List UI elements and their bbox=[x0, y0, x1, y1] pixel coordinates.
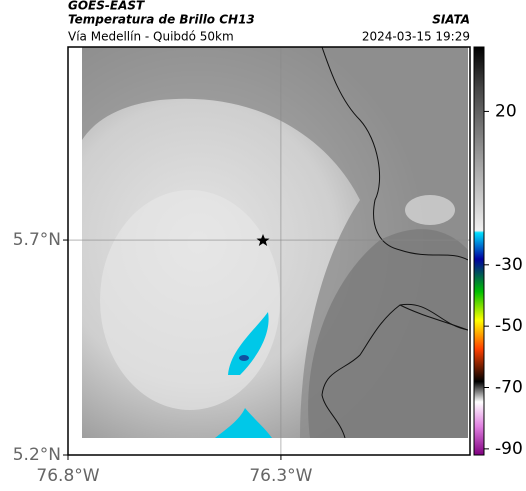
source: SIATA bbox=[432, 13, 470, 27]
subtitle: Temperatura de Brillo CH13 bbox=[68, 13, 255, 27]
y-tick-label: 5.7°N bbox=[13, 230, 61, 250]
colorbar-label: -30 bbox=[495, 255, 523, 275]
title: GOES-EAST bbox=[68, 0, 145, 13]
location-marker bbox=[256, 234, 270, 246]
x-tick-label: 76.8°W bbox=[36, 466, 99, 486]
y-tick-label: 5.2°N bbox=[13, 445, 61, 465]
satellite-image bbox=[82, 47, 468, 438]
colorbar bbox=[473, 46, 485, 456]
colorbar-label: -90 bbox=[495, 439, 523, 459]
colorbar-label: -50 bbox=[495, 316, 523, 336]
colorbar-label: -70 bbox=[495, 378, 523, 398]
timestamp: 2024-03-15 19:29 bbox=[362, 30, 470, 44]
x-tick-label: 76.3°W bbox=[249, 466, 312, 486]
map-frame bbox=[67, 46, 471, 456]
route: Vía Medellín - Quibdó 50km bbox=[68, 30, 234, 44]
colorbar-label: 20 bbox=[495, 101, 517, 121]
